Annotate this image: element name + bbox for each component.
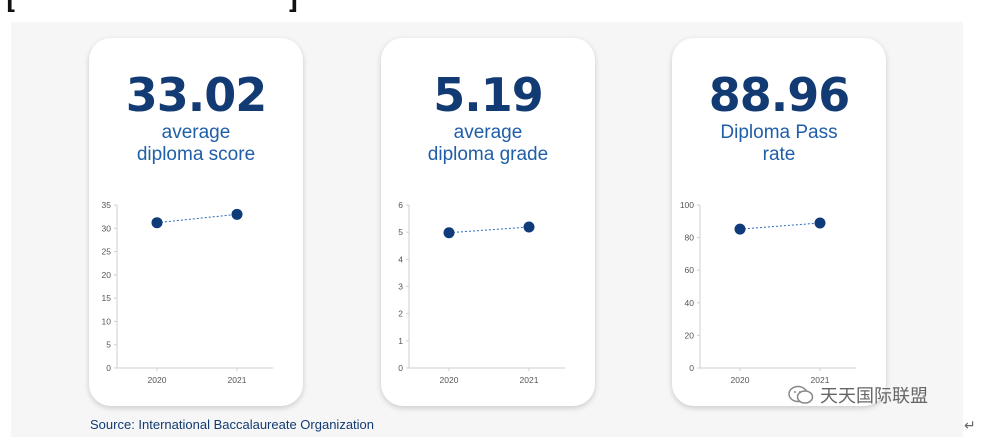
y-tick-label: 15 xyxy=(102,293,112,303)
watermark-text: 天天国际联盟 xyxy=(820,386,928,407)
y-tick-label: 2 xyxy=(398,309,403,319)
mini-line-chart: 0 5 10 15 20 25 30 35 2020 2021 xyxy=(102,200,273,385)
y-tick-label: 20 xyxy=(102,270,112,280)
data-point xyxy=(151,217,163,229)
series-line xyxy=(739,222,821,230)
stat-card-pass-rate: 88.96 Diploma Pass rate 0 20 40 60 80 100 2020… xyxy=(672,38,886,406)
top-strip: [ ] xyxy=(0,0,310,15)
stat-value: 88.96 xyxy=(708,68,851,122)
x-tick-label: 2020 xyxy=(148,375,167,385)
y-tick-label: 25 xyxy=(102,247,112,257)
y-tick-label: 0 xyxy=(398,363,403,373)
y-tick-label: 3 xyxy=(398,282,403,292)
return-arrow-icon: ↵ xyxy=(964,418,976,434)
stat-card-diploma-score: 33.02 average diploma score 0 5 10 15 20 25 30… xyxy=(89,38,303,406)
y-tick-label: 40 xyxy=(685,298,695,308)
y-tick-label: 1 xyxy=(398,336,403,346)
mini-line-chart: 0 1 2 3 4 5 6 2020 2021 xyxy=(398,200,565,385)
stat-value: 33.02 xyxy=(125,68,268,122)
y-tick-label: 20 xyxy=(685,330,695,340)
x-tick-label: 2021 xyxy=(228,375,247,385)
stat-label-line: diploma grade xyxy=(427,144,549,165)
right-bracket-glyph: ] xyxy=(288,0,299,15)
x-tick-label: 2021 xyxy=(811,375,830,385)
watermark: 天天国际联盟 xyxy=(788,383,928,407)
y-tick-label: 5 xyxy=(106,340,111,350)
stat-label: Diploma Pass rate xyxy=(672,122,886,166)
y-tick-label: 80 xyxy=(685,233,695,243)
stat-label: average diploma grade xyxy=(381,122,595,166)
mini-line-chart: 0 20 40 60 80 100 2020 2021 xyxy=(680,200,856,385)
y-tick-label: 4 xyxy=(398,254,403,264)
left-bracket-glyph: [ xyxy=(6,0,17,15)
x-tick-label: 2020 xyxy=(440,375,459,385)
wechat-bubble-icon xyxy=(788,385,814,404)
data-point xyxy=(443,227,455,239)
stat-value: 5.19 xyxy=(433,68,544,122)
stat-label-line: Diploma Pass xyxy=(720,122,838,143)
y-tick-label: 6 xyxy=(398,200,403,210)
series-line xyxy=(448,226,530,234)
data-point xyxy=(231,208,243,220)
stat-label-line: average xyxy=(453,122,523,143)
series-line xyxy=(156,213,238,224)
stat-label-line: average xyxy=(161,122,231,143)
data-point xyxy=(523,221,535,233)
y-tick-label: 100 xyxy=(680,200,694,210)
source-caption: Source: International Baccalaureate Orga… xyxy=(90,417,375,432)
y-tick-label: 30 xyxy=(102,223,112,233)
stat-label: average diploma score xyxy=(89,122,303,166)
y-tick-label: 0 xyxy=(689,363,694,373)
stat-label-line: diploma score xyxy=(136,144,256,165)
y-tick-label: 60 xyxy=(685,265,695,275)
data-point xyxy=(814,217,826,229)
y-tick-label: 35 xyxy=(102,200,112,210)
y-tick-label: 5 xyxy=(398,227,403,237)
x-tick-label: 2020 xyxy=(731,375,750,385)
y-tick-label: 0 xyxy=(106,363,111,373)
y-tick-label: 10 xyxy=(102,316,112,326)
stat-label-line: rate xyxy=(762,144,796,165)
data-point xyxy=(734,223,746,235)
stat-card-diploma-grade: 5.19 average diploma grade 0 1 2 3 4 5 6 2020 20… xyxy=(381,38,595,406)
x-tick-label: 2021 xyxy=(520,375,539,385)
